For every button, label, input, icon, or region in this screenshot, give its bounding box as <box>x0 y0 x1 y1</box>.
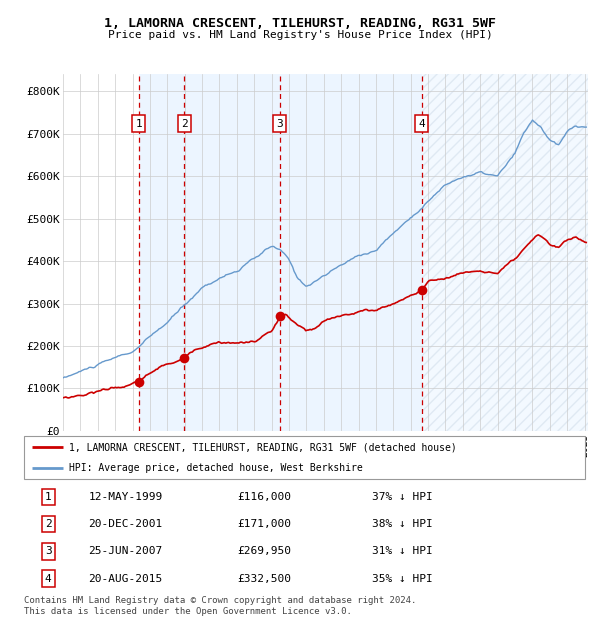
Bar <box>184 74 280 431</box>
Text: 31% ↓ HPI: 31% ↓ HPI <box>372 546 433 556</box>
Text: 4: 4 <box>418 118 425 128</box>
Text: 38% ↓ HPI: 38% ↓ HPI <box>372 520 433 529</box>
Text: 3: 3 <box>45 546 52 556</box>
Text: £332,500: £332,500 <box>237 574 291 583</box>
Text: £116,000: £116,000 <box>237 492 291 502</box>
Text: 25-JUN-2007: 25-JUN-2007 <box>89 546 163 556</box>
Text: HPI: Average price, detached house, West Berkshire: HPI: Average price, detached house, West… <box>69 463 362 473</box>
Bar <box>139 74 184 431</box>
Text: 2: 2 <box>45 520 52 529</box>
Text: 3: 3 <box>277 118 283 128</box>
Text: 1, LAMORNA CRESCENT, TILEHURST, READING, RG31 5WF (detached house): 1, LAMORNA CRESCENT, TILEHURST, READING,… <box>69 442 457 452</box>
Text: 20-AUG-2015: 20-AUG-2015 <box>89 574 163 583</box>
Text: Contains HM Land Registry data © Crown copyright and database right 2024.
This d: Contains HM Land Registry data © Crown c… <box>24 596 416 616</box>
Text: 37% ↓ HPI: 37% ↓ HPI <box>372 492 433 502</box>
Text: 35% ↓ HPI: 35% ↓ HPI <box>372 574 433 583</box>
Text: 2: 2 <box>181 118 188 128</box>
Bar <box>422 74 588 431</box>
Text: £269,950: £269,950 <box>237 546 291 556</box>
Text: 4: 4 <box>45 574 52 583</box>
Text: Price paid vs. HM Land Registry's House Price Index (HPI): Price paid vs. HM Land Registry's House … <box>107 30 493 40</box>
Text: 12-MAY-1999: 12-MAY-1999 <box>89 492 163 502</box>
Text: 1: 1 <box>45 492 52 502</box>
Text: £171,000: £171,000 <box>237 520 291 529</box>
Text: 20-DEC-2001: 20-DEC-2001 <box>89 520 163 529</box>
FancyBboxPatch shape <box>24 436 585 479</box>
Text: 1, LAMORNA CRESCENT, TILEHURST, READING, RG31 5WF: 1, LAMORNA CRESCENT, TILEHURST, READING,… <box>104 17 496 30</box>
Bar <box>280 74 422 431</box>
Text: 1: 1 <box>136 118 142 128</box>
